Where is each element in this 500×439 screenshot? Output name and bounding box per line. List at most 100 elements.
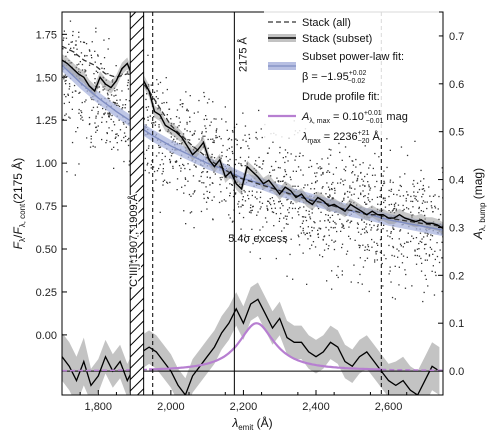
scatter-point <box>244 234 246 236</box>
scatter-point <box>278 220 280 222</box>
scatter-point <box>363 228 366 230</box>
scatter-point <box>155 179 157 181</box>
scatter-point <box>319 254 321 256</box>
scatter-point <box>155 96 157 98</box>
scatter-point <box>78 112 80 114</box>
scatter-point <box>101 116 103 119</box>
scatter-point <box>172 165 174 168</box>
scatter-point <box>159 81 162 84</box>
scatter-point <box>238 162 240 164</box>
scatter-point <box>183 164 185 167</box>
scatter-point <box>80 110 82 112</box>
scatter-point <box>331 188 333 190</box>
scatter-point <box>366 203 368 205</box>
scatter-point <box>221 155 223 157</box>
scatter-point <box>410 195 412 198</box>
scatter-point <box>206 176 208 178</box>
scatter-point <box>63 93 65 96</box>
legend-amax-sup: +0.01 <box>364 110 382 117</box>
scatter-point <box>249 207 252 209</box>
scatter-point <box>266 221 268 223</box>
scatter-point <box>344 179 346 181</box>
scatter-point <box>68 83 71 85</box>
scatter-point <box>400 146 403 148</box>
scatter-point <box>158 144 160 147</box>
scatter-point <box>342 225 344 228</box>
scatter-point <box>361 219 363 221</box>
scatter-point <box>332 173 335 175</box>
scatter-point <box>235 192 237 194</box>
scatter-point <box>330 149 332 151</box>
scatter-point <box>205 115 207 117</box>
scatter-point <box>283 237 286 239</box>
scatter-point <box>318 227 320 229</box>
scatter-point <box>261 202 264 204</box>
scatter-point <box>82 119 84 121</box>
scatter-point <box>319 166 321 168</box>
scatter-point <box>370 229 372 231</box>
scatter-point <box>207 196 209 199</box>
scatter-point <box>390 203 393 205</box>
scatter-point <box>364 185 366 187</box>
y-left-tick-label: 1.75 <box>36 29 57 41</box>
scatter-point <box>260 191 262 193</box>
scatter-point <box>84 71 86 73</box>
scatter-point <box>328 163 330 165</box>
scatter-point <box>425 253 427 255</box>
scatter-point <box>272 211 275 214</box>
scatter-point <box>187 110 189 112</box>
scatter-point <box>107 73 109 75</box>
y-right-A: A <box>471 231 485 240</box>
scatter-point <box>322 238 324 241</box>
scatter-point <box>319 227 322 230</box>
scatter-point <box>161 173 163 175</box>
drude-fit-extrapolation-right <box>381 368 443 372</box>
scatter-point <box>73 51 75 53</box>
scatter-point <box>254 196 256 198</box>
scatter-point <box>364 249 366 251</box>
scatter-point <box>346 220 348 223</box>
scatter-point <box>386 230 388 232</box>
scatter-point <box>388 189 390 192</box>
scatter-point <box>428 186 430 188</box>
scatter-point <box>338 142 340 145</box>
scatter-point <box>393 203 396 206</box>
scatter-point <box>221 151 223 153</box>
scatter-point <box>228 164 230 167</box>
scatter-point <box>341 223 343 225</box>
scatter-point <box>259 257 261 260</box>
scatter-point <box>153 190 155 192</box>
scatter-point <box>112 121 115 123</box>
scatter-point <box>390 190 392 192</box>
scatter-point <box>95 126 98 128</box>
scatter-point <box>114 90 116 92</box>
scatter-point <box>199 180 201 182</box>
scatter-point <box>366 257 369 259</box>
scatter-point <box>145 124 147 126</box>
scatter-point <box>216 128 218 130</box>
scatter-point <box>411 235 413 237</box>
scatter-point <box>374 152 376 155</box>
scatter-point <box>416 254 418 257</box>
scatter-point <box>387 235 389 237</box>
scatter-point <box>362 190 364 192</box>
scatter-point <box>189 130 191 133</box>
scatter-point <box>98 86 100 88</box>
scatter-point <box>290 202 292 204</box>
scatter-point <box>186 123 188 125</box>
scatter-point <box>381 262 383 265</box>
y-right-tick-label: 0.4 <box>449 175 464 187</box>
scatter-point <box>123 136 125 139</box>
scatter-point <box>374 259 376 261</box>
scatter-point <box>333 187 336 189</box>
scatter-point <box>395 202 397 204</box>
scatter-point <box>319 168 322 170</box>
scatter-point <box>344 192 346 194</box>
scatter-point <box>82 41 85 43</box>
scatter-point <box>317 229 319 231</box>
scatter-point <box>434 207 437 209</box>
x-axis-label: λemit (Å) <box>231 415 272 432</box>
scatter-point <box>321 256 324 258</box>
scatter-point <box>169 161 171 164</box>
